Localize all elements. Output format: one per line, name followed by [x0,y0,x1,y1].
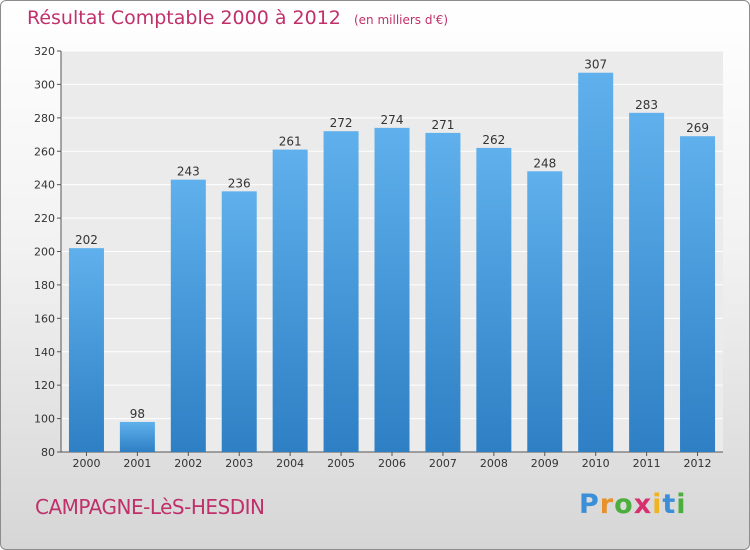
x-tick-label: 2005 [327,457,355,470]
proxiti-logo: Proxiti [579,489,687,520]
bar-value-label: 269 [686,121,709,135]
y-tick-label: 140 [34,346,55,359]
bar [578,72,614,453]
y-tick-label: 300 [34,78,55,91]
bar-value-label: 262 [482,133,505,147]
bar-value-label: 283 [635,98,658,112]
y-tick-label: 320 [34,45,55,58]
bar [68,248,104,452]
bar [425,132,461,452]
y-tick-label: 220 [34,212,55,225]
bar [323,131,359,452]
bar-value-label: 274 [381,113,404,127]
y-tick-label: 240 [34,179,55,192]
bar-value-label: 261 [279,135,302,149]
bar [680,136,716,452]
bar-value-label: 98 [130,407,145,421]
x-tick-label: 2010 [582,457,610,470]
bar [272,149,308,452]
y-tick-label: 200 [34,246,55,259]
bar-value-label: 243 [177,165,200,179]
x-tick-label: 2009 [531,457,559,470]
y-tick-label: 180 [34,279,55,292]
x-tick-label: 2001 [123,457,151,470]
logo-letter: x [633,489,653,520]
title-row: Résultat Comptable 2000 à 2012 (en milli… [27,7,448,29]
y-tick-label: 80 [41,446,55,459]
logo-letter: o [614,489,634,520]
y-tick-label: 160 [34,312,55,325]
bar-value-label: 307 [584,58,607,72]
bar [527,171,563,453]
logo-letter: r [599,489,615,520]
x-tick-label: 2004 [276,457,304,470]
logo-letter: i [652,489,663,520]
bar [476,147,512,453]
logo-letter: P [579,489,600,520]
chart-title: Résultat Comptable 2000 à 2012 [27,7,341,29]
y-tick-label: 260 [34,145,55,158]
bar [629,112,665,452]
y-tick-label: 280 [34,112,55,125]
x-tick-label: 2011 [633,457,661,470]
x-tick-label: 2002 [174,457,202,470]
location-label: CAMPAGNE-LèS-HESDIN [35,495,265,519]
x-tick-label: 2003 [225,457,253,470]
y-tick-label: 100 [34,413,55,426]
bar-value-label: 202 [75,233,98,247]
bar [221,191,257,452]
bar-value-label: 248 [533,156,556,170]
logo-letter: i [676,489,687,520]
bar-value-label: 236 [228,176,251,190]
x-tick-label: 2007 [429,457,457,470]
bar-value-label: 272 [330,116,353,130]
logo-letter: t [662,489,677,520]
x-tick-label: 2012 [684,457,712,470]
bar-value-label: 271 [431,118,454,132]
chart-subtitle: (en milliers d'€) [353,13,449,27]
bar [374,127,410,452]
x-tick-label: 2006 [378,457,406,470]
bar [119,421,155,452]
x-tick-label: 2008 [480,457,508,470]
x-tick-label: 2000 [72,457,100,470]
y-tick-label: 120 [34,379,55,392]
bar [170,179,206,452]
